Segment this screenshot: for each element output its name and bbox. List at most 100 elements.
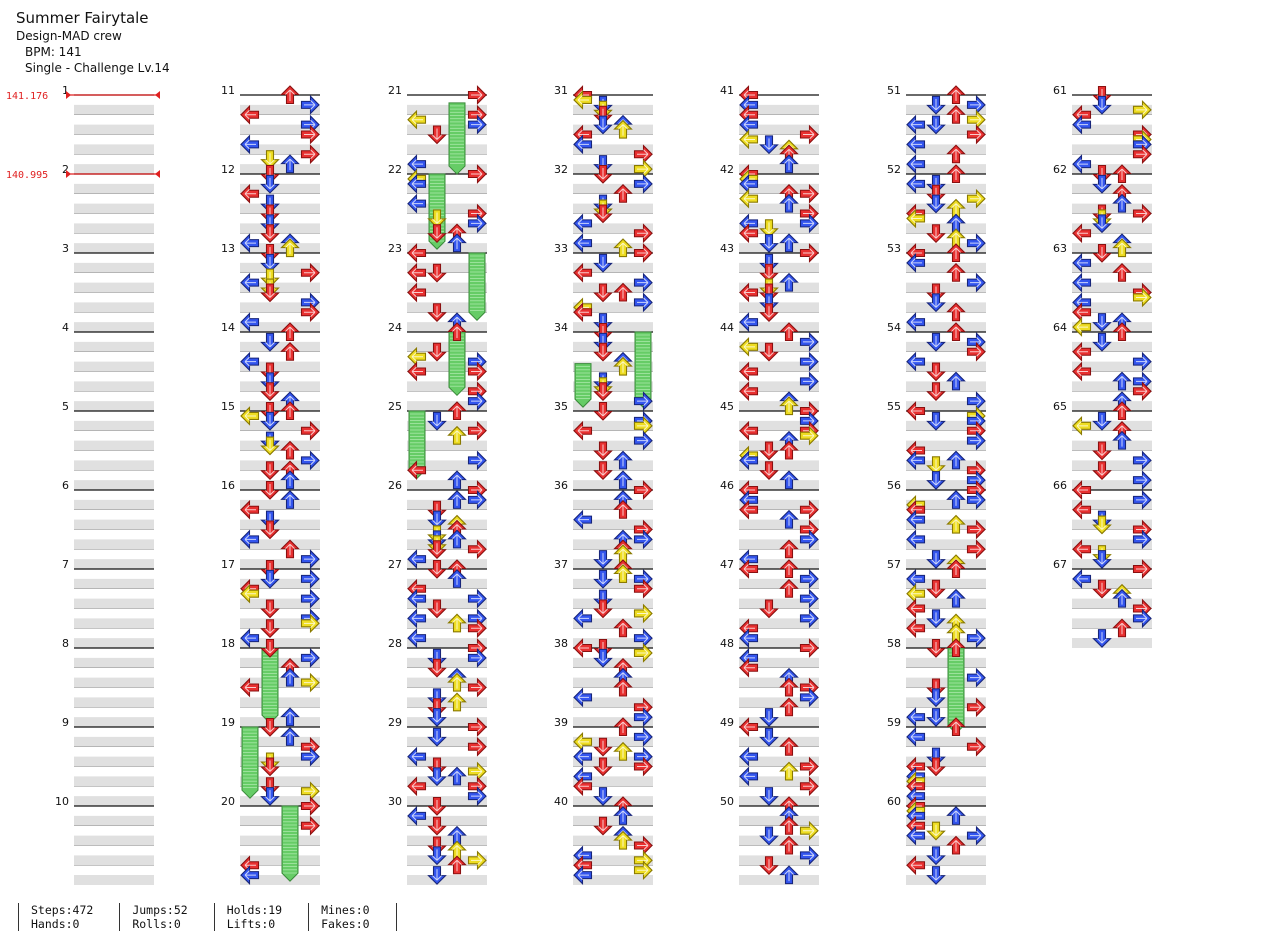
- up-arrow-note: [946, 322, 966, 342]
- right-arrow-note: [467, 786, 487, 806]
- down-arrow-note: [926, 293, 946, 313]
- down-arrow-note: [926, 579, 946, 599]
- right-arrow-note: [1132, 608, 1152, 629]
- beat-band: [407, 499, 487, 510]
- measure: 51: [887, 84, 986, 174]
- down-arrow-note: [926, 846, 946, 866]
- measure-number: 57: [887, 558, 901, 571]
- left-arrow-note: [1072, 539, 1092, 560]
- beat-band: [906, 855, 986, 866]
- beat-band: [906, 717, 986, 727]
- left-arrow-note: [906, 253, 926, 273]
- beat-band: [573, 519, 653, 530]
- down-arrow-note: [260, 569, 280, 589]
- up-arrow-note: [280, 238, 300, 258]
- right-arrow-note: [1132, 99, 1152, 120]
- right-arrow-note: [467, 618, 487, 639]
- bpm-change-marker: 141.176: [6, 91, 160, 102]
- right-arrow-note: [300, 613, 320, 634]
- left-arrow-note: [906, 598, 926, 619]
- left-arrow-note: [573, 302, 593, 323]
- beat-band: [240, 183, 320, 194]
- measure-number: 46: [720, 479, 734, 492]
- measure-number: 53: [887, 242, 901, 255]
- beat-band: [573, 223, 653, 234]
- down-arrow-note: [1092, 411, 1112, 431]
- down-arrow-note: [926, 382, 946, 402]
- beat-band: [74, 638, 154, 648]
- right-arrow-note: [799, 425, 819, 446]
- right-arrow-note: [467, 114, 487, 135]
- up-arrow-note: [280, 727, 300, 746]
- measure-number: 60: [887, 795, 901, 808]
- up-arrow-note: [779, 835, 799, 855]
- down-arrow-note: [260, 224, 280, 244]
- beat-band: [573, 736, 653, 747]
- bpm-change-marker: 140.995: [6, 170, 160, 181]
- left-arrow-note: [906, 174, 926, 194]
- beat-band: [1072, 183, 1152, 194]
- beat-band: [573, 835, 653, 846]
- measure-number: 22: [388, 163, 402, 176]
- up-arrow-note: [613, 450, 633, 470]
- beat-band: [906, 480, 986, 490]
- beat-band: [74, 539, 154, 550]
- down-arrow-note: [260, 717, 280, 737]
- left-arrow-note: [739, 85, 759, 105]
- measure: 64: [1053, 321, 1152, 411]
- right-arrow-note: [966, 480, 986, 500]
- beat-band: [74, 322, 154, 332]
- down-arrow-note: [593, 204, 613, 224]
- beat-band: [906, 223, 986, 234]
- beat-band: [240, 104, 320, 115]
- beat-band: [739, 164, 819, 174]
- measure-number: 61: [1053, 84, 1067, 97]
- beat-band: [74, 559, 154, 569]
- hold-note: [241, 726, 259, 799]
- beat-band: [1072, 618, 1152, 629]
- beat-band: [739, 381, 819, 392]
- right-arrow-note: [966, 736, 986, 757]
- left-arrow-note: [407, 746, 427, 767]
- left-arrow-note: [240, 529, 260, 550]
- beat-band: [240, 875, 320, 885]
- measure: 5: [62, 400, 154, 490]
- measure-number: 6: [62, 479, 69, 492]
- measure-number: 55: [887, 400, 901, 413]
- right-arrow-note: [633, 292, 653, 313]
- right-arrow-note: [799, 588, 819, 609]
- beat-band: [407, 697, 487, 708]
- beat-band: [407, 460, 487, 471]
- left-arrow-note: [240, 272, 260, 293]
- up-arrow-note: [946, 490, 966, 509]
- measure-number: 33: [554, 242, 568, 255]
- beat-band: [1072, 144, 1152, 155]
- measure-number: 40: [554, 795, 568, 808]
- beat-band: [407, 815, 487, 826]
- down-arrow-note: [427, 303, 447, 323]
- right-arrow-note: [799, 332, 819, 352]
- right-arrow-note: [300, 549, 320, 569]
- down-arrow-note: [759, 856, 779, 876]
- left-arrow-note: [240, 628, 260, 648]
- left-arrow-note: [573, 855, 593, 876]
- beat-band: [407, 282, 487, 293]
- down-arrow-note: [926, 224, 946, 244]
- beat-band: [407, 578, 487, 589]
- right-arrow-note: [799, 124, 819, 145]
- left-arrow-note: [407, 361, 427, 382]
- right-arrow-note: [633, 643, 653, 663]
- left-arrow-note: [240, 104, 260, 125]
- up-arrow-note: [1112, 588, 1132, 608]
- beat-band: [74, 677, 154, 688]
- beat-band: [573, 559, 653, 569]
- up-arrow-note: [613, 618, 633, 638]
- right-arrow-note: [300, 569, 320, 589]
- down-arrow-note: [427, 846, 447, 866]
- right-arrow-note: [467, 450, 487, 471]
- left-arrow-note: [240, 865, 260, 885]
- up-arrow-note: [946, 371, 966, 391]
- measure: 14: [221, 321, 320, 411]
- up-arrow-note: [447, 490, 467, 509]
- measure-number: 65: [1053, 400, 1067, 413]
